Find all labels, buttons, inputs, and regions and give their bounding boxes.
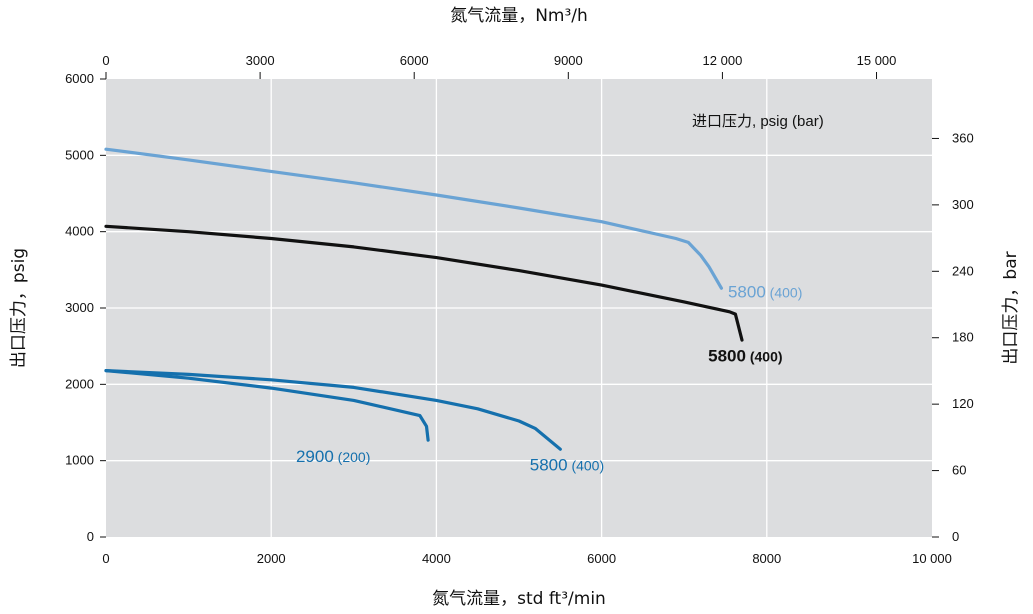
left-tick-label: 0 xyxy=(87,529,94,544)
top-tick-label: 12 000 xyxy=(703,53,743,68)
left-tick-label: 2000 xyxy=(65,376,94,391)
bottom-tick-label: 2000 xyxy=(257,551,286,566)
series-line-blue-200 xyxy=(104,369,430,442)
left-tick-label: 1000 xyxy=(65,453,94,468)
series-line-blue-400 xyxy=(104,369,562,451)
right-tick-label: 60 xyxy=(952,463,966,478)
series-line-light-blue xyxy=(104,147,723,290)
series-labels: 5800 (400)5800 (400)5800 (400)2900 (200) xyxy=(296,282,802,474)
bottom-tick-label: 10 000 xyxy=(912,551,952,566)
series-label-value: 2900 xyxy=(296,447,334,466)
right-tick-label: 180 xyxy=(952,330,974,345)
top-tick-label: 9000 xyxy=(554,53,583,68)
left-axis-title: 出口压力，psig xyxy=(9,248,29,368)
series-label-bar: (400) xyxy=(568,458,605,474)
series-line-black xyxy=(104,224,744,342)
bottom-tick-label: 8000 xyxy=(752,551,781,566)
right-tick-label: 120 xyxy=(952,396,974,411)
series-lines xyxy=(104,147,744,451)
left-tick-label: 3000 xyxy=(65,300,94,315)
bottom-tick-label: 0 xyxy=(102,551,109,566)
bottom-tick-label: 4000 xyxy=(422,551,451,566)
left-tick-label: 5000 xyxy=(65,147,94,162)
right-tick-label: 0 xyxy=(952,529,959,544)
bottom-axis-title: 氮气流量，std ft³/min xyxy=(432,589,606,609)
series-label-value: 5800 xyxy=(708,346,746,365)
right-tick-label: 360 xyxy=(952,130,974,145)
left-tick-label: 4000 xyxy=(65,224,94,239)
right-tick-label: 300 xyxy=(952,197,974,212)
legend-title: 进口压力, psig (bar) xyxy=(692,113,824,130)
bottom-tick-label: 6000 xyxy=(587,551,616,566)
left-tick-label: 6000 xyxy=(65,71,94,86)
top-tick-label: 0 xyxy=(102,53,109,68)
series-label: 5800 (400) xyxy=(530,456,604,475)
series-label-bar: (400) xyxy=(746,348,783,364)
axes: 0 2000 4000 6000 8000 10 00001000200030004000… xyxy=(65,53,974,566)
top-axis-title: 氮气流量，Nm³/h xyxy=(450,6,588,26)
right-tick-label: 240 xyxy=(952,263,974,278)
series-label-value: 5800 xyxy=(530,456,568,475)
top-tick-label: 3000 xyxy=(246,53,275,68)
top-tick-label: 6000 xyxy=(400,53,429,68)
top-tick-label: 15 000 xyxy=(857,53,897,68)
series-label: 5800 (400) xyxy=(708,346,782,365)
right-axis-title: 出口压力，bar xyxy=(1001,251,1021,364)
series-label-bar: (200) xyxy=(334,449,371,465)
series-label: 2900 (200) xyxy=(296,447,370,466)
series-label-value: 5800 xyxy=(728,282,766,301)
grid xyxy=(106,79,932,537)
series-label: 5800 (400) xyxy=(728,282,802,301)
series-label-bar: (400) xyxy=(766,284,803,300)
